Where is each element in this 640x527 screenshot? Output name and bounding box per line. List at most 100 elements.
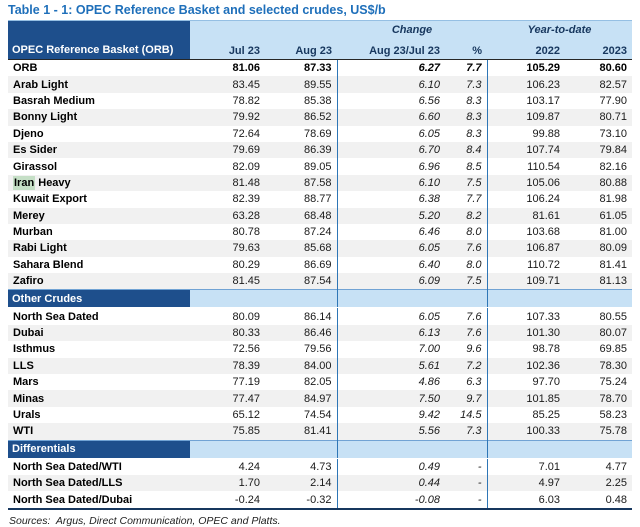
cell-change: 6.09	[336, 273, 445, 290]
cell-change-pct: 7.6	[445, 307, 487, 325]
cell-change-pct: 8.4	[445, 141, 487, 159]
cell-change: 5.20	[336, 207, 445, 224]
cell-aug23: 87.54	[265, 273, 337, 290]
search-highlight: Iran	[13, 175, 36, 190]
cell-change: 6.05	[336, 125, 445, 142]
cell-ytd-2023: 69.85	[565, 341, 632, 358]
row-label: North Sea Dated/LLS	[8, 474, 190, 492]
cell-ytd-2022: 106.23	[486, 76, 565, 93]
cell-aug23: 79.56	[265, 341, 337, 358]
section-fill	[565, 439, 632, 459]
table-row: Mars 77.19 82.05 4.86 6.3 97.70 75.24	[8, 374, 632, 391]
cell-aug23: 86.14	[265, 307, 337, 325]
cell-change: 9.42	[336, 406, 445, 424]
row-label: Murban	[8, 223, 190, 241]
cell-ytd-2022: 100.33	[486, 423, 565, 441]
cell-jul23: 77.47	[190, 390, 265, 407]
cell-change-pct: 7.6	[445, 324, 487, 342]
cell-ytd-2022: 101.85	[486, 390, 565, 407]
cell-change: 6.60	[336, 109, 445, 126]
group-header-ytd: Year-to-date	[487, 20, 632, 39]
cell-ytd-2022: 81.61	[486, 207, 565, 224]
table-row: Merey 63.28 68.48 5.20 8.2 81.61 61.05	[8, 207, 632, 224]
row-label: Dubai	[8, 324, 190, 342]
section-fill	[486, 439, 565, 459]
section-row-differentials: Differentials	[8, 439, 632, 459]
cell-aug23: 68.48	[265, 207, 337, 224]
cell-jul23: 63.28	[190, 207, 265, 224]
row-label: Basrah Medium	[8, 92, 190, 110]
cell-aug23: 86.39	[265, 141, 337, 159]
table-row: Djeno 72.64 78.69 6.05 8.3 99.88 73.10	[8, 125, 632, 142]
cell-change: 5.61	[336, 357, 445, 375]
cell-ytd-2022: 97.70	[486, 374, 565, 391]
cell-ytd-2023: 61.05	[565, 207, 632, 224]
table-row: Dubai 80.33 86.46 6.13 7.6 101.30 80.07	[8, 324, 632, 342]
table-row: North Sea Dated/LLS 1.70 2.14 0.44-4.97 2.25	[8, 474, 632, 492]
cell-aug23: 85.38	[265, 92, 337, 110]
cell-jul23: 79.63	[190, 240, 265, 257]
cell-change: 7.50	[336, 390, 445, 407]
cell-aug23: 74.54	[265, 406, 337, 424]
cell-jul23: -0.24	[190, 491, 265, 509]
table-row: Basrah Medium 78.82 85.38 6.56 8.3 103.17 77.9…	[8, 92, 632, 110]
table-row: Urals 65.12 74.54 9.42 14.5 85.25 58.23	[8, 406, 632, 424]
cell-aug23: 87.33	[265, 59, 337, 77]
cell-ytd-2023: 78.70	[565, 390, 632, 407]
table-row: Isthmus 72.56 79.56 7.00 9.6 98.78 69.85	[8, 341, 632, 358]
cell-change-pct: 7.5	[445, 273, 487, 290]
row-label: North Sea Dated/WTI	[8, 458, 190, 475]
cell-ytd-2023: 73.10	[565, 125, 632, 142]
cell-ytd-2023: 0.48	[565, 491, 632, 509]
section-fill	[190, 439, 265, 459]
cell-change: 6.38	[336, 191, 445, 208]
cell-aug23: 87.24	[265, 223, 337, 241]
cell-ytd-2023: 2.25	[565, 474, 632, 492]
cell-ytd-2022: 107.33	[486, 307, 565, 325]
column-header-change-pct: %	[445, 39, 487, 60]
cell-change: 4.86	[336, 374, 445, 391]
cell-aug23: 2.14	[265, 474, 337, 492]
cell-change-pct: 7.7	[445, 59, 487, 77]
cell-jul23: 79.92	[190, 109, 265, 126]
cell-change-pct: 8.0	[445, 256, 487, 274]
table-title: Table 1 - 1: OPEC Reference Basket and s…	[8, 3, 386, 17]
cell-ytd-2022: 102.36	[486, 357, 565, 375]
table-row: Es Sider 79.69 86.39 6.70 8.4 107.74 79.84	[8, 141, 632, 159]
cell-ytd-2022: 6.03	[486, 491, 565, 509]
row-label: Bonny Light	[8, 109, 190, 126]
row-label: Kuwait Export	[8, 191, 190, 208]
cell-aug23: 84.97	[265, 390, 337, 407]
cell-change-pct: -	[445, 458, 487, 475]
cell-change-pct: 9.6	[445, 341, 487, 358]
cell-ytd-2023: 81.13	[565, 273, 632, 290]
cell-change-pct: 9.7	[445, 390, 487, 407]
cell-change-pct: -	[445, 491, 487, 509]
row-label: Djeno	[8, 125, 190, 142]
cell-change: 6.56	[336, 92, 445, 110]
cell-aug23: 4.73	[265, 458, 337, 475]
cell-change-pct: 8.3	[445, 109, 487, 126]
section-row-other-crudes: Other Crudes	[8, 289, 632, 309]
corner-header: OPEC Reference Basket (ORB)	[8, 20, 190, 60]
cell-ytd-2022: 109.71	[486, 273, 565, 290]
cell-change: 6.96	[336, 158, 445, 175]
section-fill	[190, 289, 265, 309]
cell-jul23: 80.33	[190, 324, 265, 342]
section-fill	[445, 439, 487, 459]
table-row: North Sea Dated 80.09 86.14 6.05 7.6 107.33 80…	[8, 307, 632, 325]
table-row: Minas 77.47 84.97 7.50 9.7 101.85 78.70	[8, 390, 632, 407]
cell-change-pct: 7.5	[445, 174, 487, 192]
section-fill	[265, 439, 337, 459]
cell-ytd-2022: 85.25	[486, 406, 565, 424]
cell-change-pct: 7.3	[445, 76, 487, 93]
cell-ytd-2022: 107.74	[486, 141, 565, 159]
table-row: WTI 75.85 81.41 5.56 7.3 100.33 75.78	[8, 423, 632, 441]
cell-ytd-2023: 81.41	[565, 256, 632, 274]
cell-jul23: 82.09	[190, 158, 265, 175]
group-header-row: OPEC Reference Basket (ORB) Change Year-…	[8, 20, 632, 60]
cell-ytd-2023: 82.16	[565, 158, 632, 175]
cell-ytd-2023: 58.23	[565, 406, 632, 424]
cell-jul23: 1.70	[190, 474, 265, 492]
